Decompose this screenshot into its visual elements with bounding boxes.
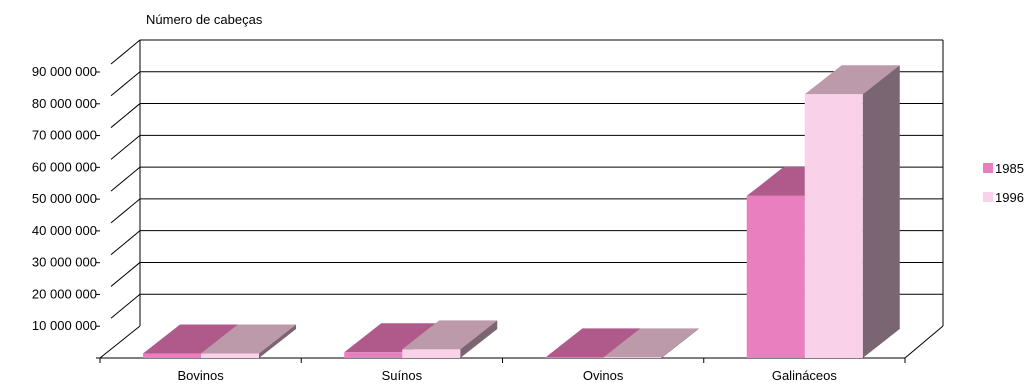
y-tick-label: 10 000 000 [32,318,97,333]
bars [143,65,900,358]
bar-front-face [603,357,662,358]
bar-side-face [460,320,498,358]
bar-front-face [201,353,259,358]
wall-gridline [110,71,141,97]
y-tick-label: 50 000 000 [32,191,97,206]
y-tick-label: 20 000 000 [32,286,97,301]
bar-top-face [201,324,296,354]
bar-top-face [545,328,641,358]
wall-gridline [110,134,141,160]
bar-top-face [603,328,699,358]
wall-gridline [110,166,141,192]
bar-top-face [143,324,238,354]
x-tick-label: Bovinos [178,368,225,383]
legend-label: 1996 [995,190,1024,205]
bar-suínos-1996 [402,320,498,358]
y-tick-label: 90 000 000 [32,64,97,79]
bar-top-face [402,320,498,350]
legend-swatch [983,192,993,202]
legend-label: 1985 [995,161,1024,176]
legend-swatch [983,163,993,173]
bar-front-face [545,357,604,358]
y-tick-label: 40 000 000 [32,223,97,238]
x-tick-label: Ovinos [583,368,624,383]
y-tick-label: 80 000 000 [32,96,97,111]
bar-top-face [344,323,440,353]
floor-left-edge [99,325,141,359]
bar-front-face [402,349,461,358]
wall-gridline [110,103,141,128]
bar-front-face [143,353,201,358]
bar-front-face [804,94,863,358]
x-tick-label: Suínos [382,368,423,383]
wall-gridline [110,230,141,256]
wall-gridline [110,262,141,287]
x-axis-labels: Bovinos Suínos Ovinos Galináceos [99,358,906,383]
y-tick-label: 30 000 000 [32,255,97,270]
bar-top-face [804,65,900,95]
wall-gridline [110,293,141,319]
y-tick-label: 60 000 000 [32,159,97,174]
bar-bovinos-1996 [201,324,296,358]
bar-front-face [746,195,805,358]
wall-gridline [110,39,141,65]
legend: 1985 1996 [983,161,1024,205]
x-tick-label: Galináceos [772,368,838,383]
floor-right-edge [904,325,944,359]
bar-side-face [862,65,900,358]
bar-ovinos-1996 [603,328,699,358]
bar-side-face [661,328,699,358]
bar-side-face [259,324,296,358]
y-tick-label: 70 000 000 [32,128,97,143]
bar-front-face [344,352,403,358]
y-axis-ticks: 10 000 000 20 000 000 30 000 000 40 000 000… [32,64,100,359]
bar-galináceos-1996 [804,65,900,358]
y-axis-title: Número de cabeças [146,12,263,27]
wall-gridline [110,198,141,224]
